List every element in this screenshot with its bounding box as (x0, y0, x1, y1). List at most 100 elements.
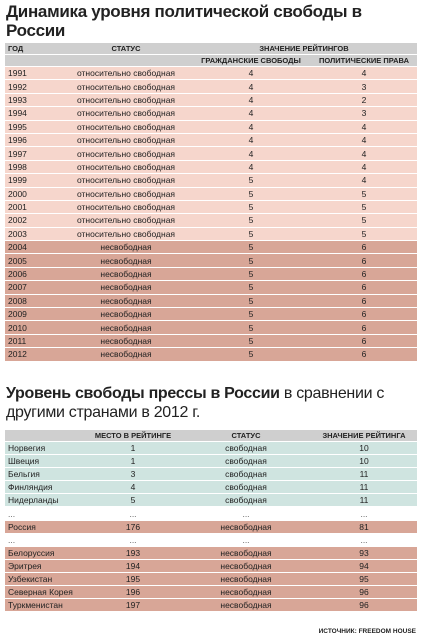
cell: 4 (311, 133, 417, 148)
cell: 4 (191, 106, 311, 121)
cell: 96 (311, 585, 417, 600)
cell: 2012 (5, 347, 61, 362)
row: 1993 относительно свободная 4 2 (5, 93, 417, 108)
row: 2012 несвободная 5 6 (5, 347, 417, 362)
row: 1997 относительно свободная 4 4 (5, 146, 417, 161)
cell: 5 (191, 253, 311, 268)
row: 2007 несвободная 5 6 (5, 280, 417, 295)
cell: 1992 (5, 79, 61, 94)
cell: несвободная (61, 320, 191, 335)
cell: 2007 (5, 280, 61, 295)
cell: 10 (311, 454, 417, 469)
cell: несвободная (181, 546, 311, 560)
cell: несвободная (181, 572, 311, 587)
cell: 5 (191, 240, 311, 255)
source: ИСТОЧНИК: FREEDOM HOUSE (318, 628, 416, 635)
cell: 4 (311, 120, 417, 134)
cell: 5 (311, 187, 417, 201)
cell: 6 (311, 347, 417, 362)
subtitle: Уровень свободы прессы в России в сравне… (6, 384, 416, 422)
cell: 5 (311, 227, 417, 242)
row: 1995 относительно свободная 4 4 (5, 120, 417, 134)
cell: ... (5, 506, 85, 521)
cell: 3 (311, 106, 417, 121)
cell: ... (181, 506, 311, 521)
cell: несвободная (61, 253, 191, 268)
cell: 2004 (5, 240, 61, 255)
row: 1998 относительно свободная 4 4 (5, 160, 417, 175)
cell: 4 (191, 133, 311, 148)
cell: Эритрея (5, 559, 85, 573)
cell: Туркменистан (5, 598, 85, 613)
cell: Финляндия (5, 480, 85, 495)
row: Россия 176 несвободная 81 (5, 520, 417, 534)
header: ГОД (5, 43, 61, 55)
cell: Норвегия (5, 441, 85, 456)
cell: относительно свободная (61, 173, 191, 188)
cell: 5 (191, 294, 311, 309)
cell: 2 (311, 93, 417, 108)
cell: 11 (311, 467, 417, 482)
row: 2005 несвободная 5 6 (5, 253, 417, 268)
row: Белоруссия 193 несвободная 93 (5, 546, 417, 560)
row: Швеция 1 свободная 10 (5, 454, 417, 469)
cell: 4 (191, 146, 311, 161)
cell: 95 (311, 572, 417, 587)
cell: относительно свободная (61, 93, 191, 108)
cell: 1 (85, 441, 181, 456)
cell: ... (5, 533, 85, 547)
cell: 5 (191, 280, 311, 295)
cell: несвободная (61, 294, 191, 309)
cell: 4 (311, 173, 417, 188)
header: МЕСТО В РЕЙТИНГЕ (85, 430, 181, 442)
cell: свободная (181, 493, 311, 508)
cell: 6 (311, 240, 417, 255)
subtitle-rest: в сравнении с другими странами в 2012 г. (6, 385, 385, 421)
row: Эритрея 194 несвободная 94 (5, 559, 417, 573)
cell: Северная Корея (5, 585, 85, 600)
cell: относительно свободная (61, 160, 191, 175)
cell: ... (311, 506, 417, 521)
cell: 1994 (5, 106, 61, 121)
cell: относительно свободная (61, 200, 191, 215)
cell: относительно свободная (61, 120, 191, 134)
cell: 4 (311, 66, 417, 81)
cell: 194 (85, 559, 181, 573)
cell: несвободная (61, 280, 191, 295)
cell: ... (85, 533, 181, 547)
cell: 4 (191, 160, 311, 175)
header: СТАТУС (181, 430, 311, 442)
cell: несвободная (181, 598, 311, 613)
cell: несвободная (61, 267, 191, 282)
cell: несвободная (61, 240, 191, 255)
row: 2000 относительно свободная 5 5 (5, 187, 417, 201)
cell: 1996 (5, 133, 61, 148)
cell: 5 (191, 347, 311, 362)
row: 2001 относительно свободная 5 5 (5, 200, 417, 215)
cell: относительно свободная (61, 79, 191, 94)
row: 2004 несвободная 5 6 (5, 240, 417, 255)
cell: 1999 (5, 173, 61, 188)
cell: 2009 (5, 307, 61, 322)
cell: 196 (85, 585, 181, 600)
cell: 3 (85, 467, 181, 482)
cell: 4 (191, 93, 311, 108)
cell: 5 (311, 213, 417, 228)
cell: 5 (191, 320, 311, 335)
row: ............ (5, 533, 417, 547)
cell: ... (85, 506, 181, 521)
cell: 4 (311, 160, 417, 175)
title: Динамика уровня политической свободы в Р… (6, 2, 362, 40)
cell: 11 (311, 493, 417, 508)
cell: 96 (311, 598, 417, 613)
cell: 1995 (5, 120, 61, 134)
cell: 93 (311, 546, 417, 560)
row: Нидерланды 5 свободная 11 (5, 493, 417, 508)
cell: 2011 (5, 334, 61, 349)
cell: относительно свободная (61, 227, 191, 242)
row: Бельгия 3 свободная 11 (5, 467, 417, 482)
cell: 193 (85, 546, 181, 560)
row: Туркменистан 197 несвободная 96 (5, 598, 417, 613)
cell: 6 (311, 280, 417, 295)
